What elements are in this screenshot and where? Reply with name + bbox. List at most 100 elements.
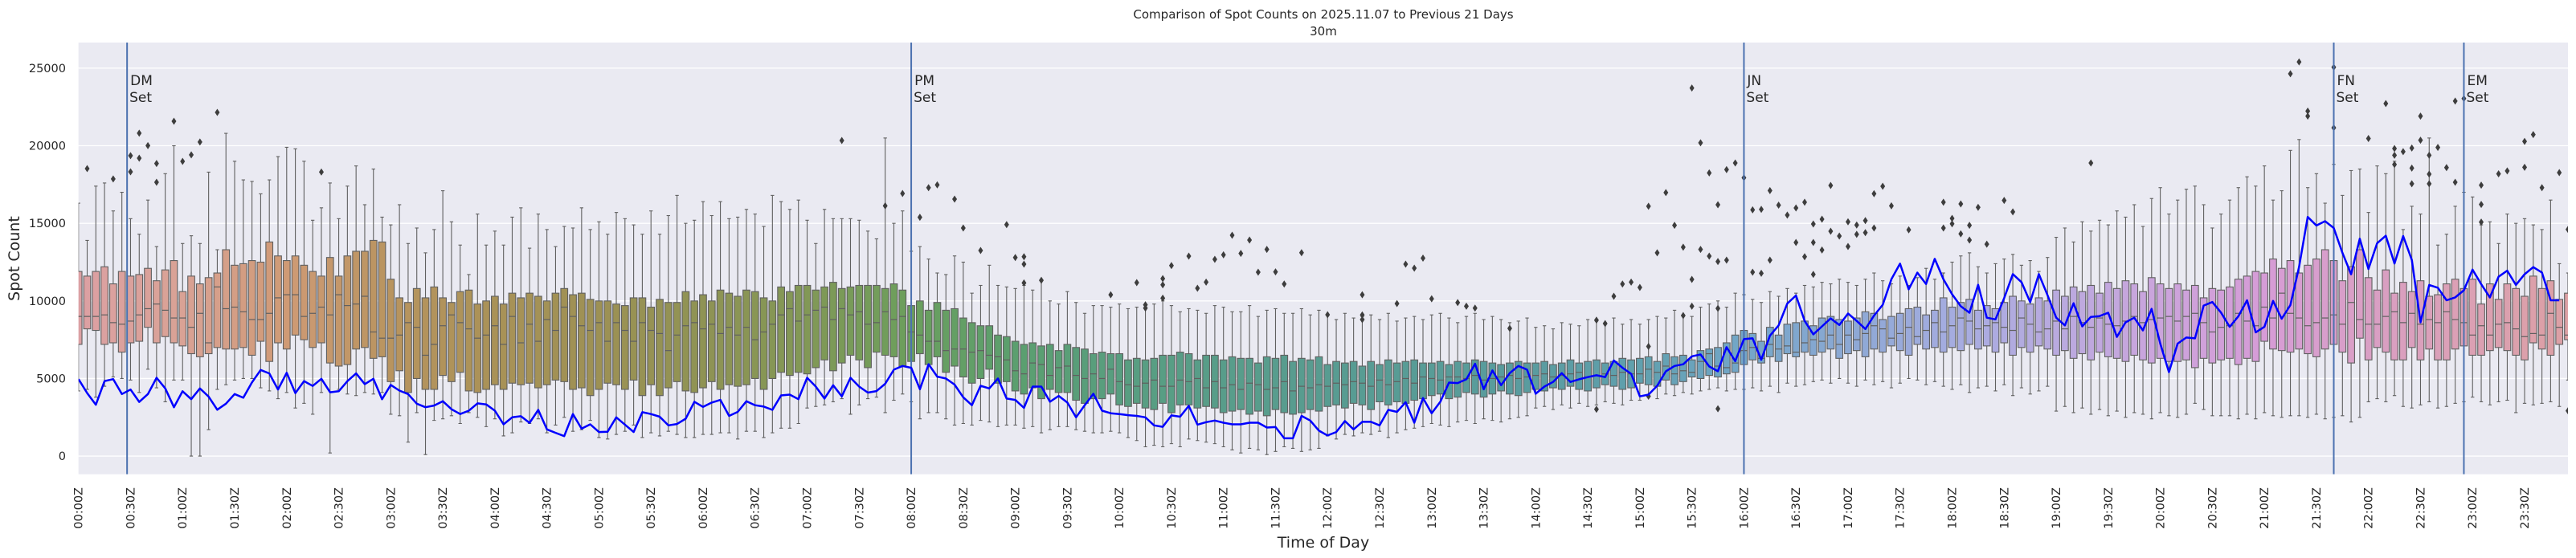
box xyxy=(1636,324,1644,401)
box-iqr xyxy=(1098,352,1106,400)
box xyxy=(144,199,152,370)
outlier-point xyxy=(2365,134,2371,142)
x-tick-label: 13:00Z xyxy=(1426,487,1439,529)
box xyxy=(2182,189,2190,415)
box-iqr xyxy=(464,289,473,392)
outlier-point xyxy=(2409,180,2414,188)
box-iqr xyxy=(439,297,447,377)
outlier-point xyxy=(1298,249,1304,257)
box-iqr xyxy=(2320,249,2329,350)
box xyxy=(239,179,247,379)
box-iqr xyxy=(690,300,699,393)
box-iqr xyxy=(846,286,855,356)
outlier-point xyxy=(1593,316,1599,324)
box xyxy=(2477,224,2485,402)
box-iqr xyxy=(2555,299,2564,345)
box-iqr xyxy=(386,279,395,382)
outlier-point xyxy=(171,117,177,125)
box xyxy=(317,207,325,393)
box xyxy=(247,181,256,379)
box-iqr xyxy=(1063,344,1072,393)
box-iqr xyxy=(473,303,482,393)
box-iqr xyxy=(1939,297,1948,353)
box xyxy=(1011,287,1020,426)
outlier-point xyxy=(1793,204,1799,212)
x-tick-label: 08:30Z xyxy=(958,487,971,529)
box-iqr xyxy=(1124,359,1132,407)
box-iqr xyxy=(1974,309,1982,350)
outlier-point xyxy=(1264,246,1270,254)
box xyxy=(352,165,361,397)
box xyxy=(1540,325,1549,407)
box xyxy=(1271,308,1280,452)
box xyxy=(491,230,499,420)
box-iqr xyxy=(569,294,577,390)
marker-label: EM xyxy=(2467,73,2487,89)
outlier-point xyxy=(2400,148,2406,156)
x-tick-label: 18:30Z xyxy=(1998,487,2011,529)
box-iqr xyxy=(1696,350,1705,379)
box-iqr xyxy=(638,297,647,397)
outlier-point xyxy=(1810,220,1816,228)
box-iqr xyxy=(2521,295,2529,360)
outlier-point xyxy=(1160,294,1166,302)
box xyxy=(2382,173,2390,402)
box-iqr xyxy=(1931,309,1939,348)
box xyxy=(421,252,430,455)
outlier-point xyxy=(1611,292,1617,300)
box-iqr xyxy=(1922,314,1931,350)
box-iqr xyxy=(1844,320,1852,355)
outlier-point xyxy=(128,168,133,176)
box xyxy=(2096,219,2104,410)
x-tick-label: 15:30Z xyxy=(1687,487,1699,529)
box-iqr xyxy=(803,284,812,375)
box xyxy=(1219,306,1228,448)
box-iqr xyxy=(1991,308,2000,353)
box-iqr xyxy=(1262,356,1271,417)
x-tick-label: 02:00Z xyxy=(281,487,294,529)
outlier-point xyxy=(1940,224,1946,232)
outlier-point xyxy=(1810,271,1816,279)
box-iqr xyxy=(239,263,247,348)
x-tick-label: 13:30Z xyxy=(1478,487,1491,529)
box xyxy=(994,284,1002,427)
outlier-point xyxy=(137,129,142,137)
box-iqr xyxy=(2034,297,2043,347)
box xyxy=(837,218,846,400)
box-iqr xyxy=(1254,362,1262,412)
outlier-point xyxy=(1168,262,1174,270)
box xyxy=(430,229,439,422)
box xyxy=(508,216,517,434)
box xyxy=(1818,282,1826,381)
x-tick-label: 03:00Z xyxy=(385,487,398,529)
outlier-point xyxy=(2496,170,2501,178)
box xyxy=(395,204,404,417)
outlier-point xyxy=(1767,186,1773,194)
box-iqr xyxy=(2199,297,2208,359)
box xyxy=(1045,300,1054,430)
box xyxy=(2199,204,2208,410)
marker-label: Set xyxy=(2466,90,2488,106)
outlier-point xyxy=(1723,256,1729,264)
x-tick-label: 10:00Z xyxy=(1114,487,1126,529)
box-iqr xyxy=(1636,357,1644,384)
box-iqr xyxy=(2564,292,2569,340)
box-iqr xyxy=(1384,359,1392,405)
outlier-point xyxy=(1801,253,1807,261)
outlier-point xyxy=(1854,221,1859,229)
box xyxy=(2173,199,2182,418)
marker-label: Set xyxy=(914,90,936,106)
box-iqr xyxy=(247,260,256,356)
outlier-point xyxy=(2522,163,2528,171)
box-iqr xyxy=(1219,359,1228,413)
box xyxy=(1870,272,1879,385)
box-iqr xyxy=(1376,364,1384,402)
outlier-point xyxy=(1463,302,1469,310)
box-iqr xyxy=(144,267,152,328)
x-tick-label: 06:30Z xyxy=(750,487,763,529)
x-tick-label: 08:00Z xyxy=(906,487,918,529)
box xyxy=(2373,165,2382,400)
box xyxy=(291,148,300,409)
box-iqr xyxy=(1081,348,1089,404)
box-iqr xyxy=(673,302,681,382)
